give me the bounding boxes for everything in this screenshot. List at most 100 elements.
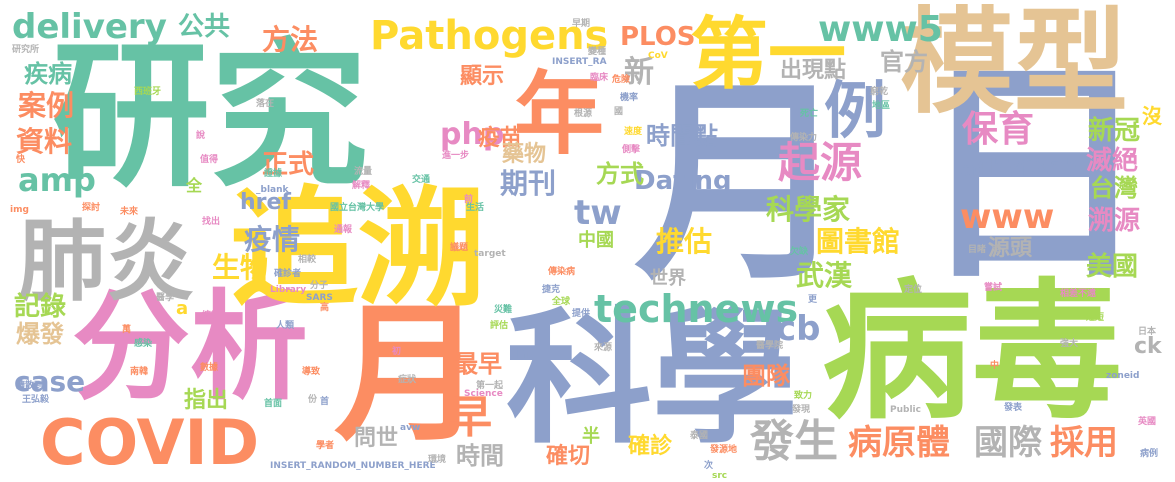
word-cloud-word: case	[14, 365, 86, 398]
word-cloud-word: src	[712, 471, 728, 481]
word-cloud-word: 追溯	[230, 175, 487, 324]
word-cloud-word: 官方	[880, 48, 928, 76]
word-cloud-word: 交通	[412, 175, 431, 185]
word-cloud-word: 更	[808, 295, 818, 305]
word-cloud-word: 發源地	[710, 445, 738, 455]
word-cloud-word: 份	[308, 395, 318, 405]
word-cloud-word: 環境	[428, 455, 447, 465]
word-cloud-word: php	[440, 117, 505, 152]
word-cloud-word: 研究	[52, 25, 368, 209]
word-cloud-word: 採用	[1050, 423, 1118, 463]
word-cloud-word: 死亡	[800, 109, 819, 119]
word-cloud-word: 快	[16, 155, 26, 165]
word-cloud-word: 早	[448, 392, 492, 443]
word-cloud-word: a4b3f35b	[960, 156, 1078, 181]
word-cloud-word: COVID	[40, 406, 260, 479]
word-cloud-word: 醫學院	[756, 341, 784, 351]
word-cloud-word: 中	[990, 361, 1000, 371]
word-cloud-word: 疫苗	[478, 126, 523, 151]
word-cloud-word: 致力	[794, 391, 813, 401]
word-cloud-word: 例	[824, 74, 887, 147]
word-cloud-word: delivery	[12, 7, 167, 47]
word-cloud-word: 時	[992, 245, 1002, 255]
word-cloud-word: 病毒	[822, 266, 1123, 440]
word-cloud-word: 相較	[298, 255, 317, 265]
word-cloud-word: 萬	[122, 325, 132, 335]
word-cloud-word: 指出	[184, 388, 229, 413]
word-cloud-word: tw	[574, 193, 622, 233]
word-cloud-word: 擴散到	[16, 381, 44, 391]
word-cloud-word: 模型	[900, 0, 1129, 129]
word-cloud-word: 起源	[778, 138, 863, 187]
word-cloud-word: 災難	[494, 305, 513, 315]
word-cloud-word: 記錄	[14, 292, 67, 322]
word-cloud-word: INSERT_RANDOM_NUMBER_HERE`	[270, 461, 441, 471]
word-cloud-word: 病原體	[848, 423, 950, 463]
word-cloud-word: 第一起	[476, 381, 504, 391]
word-cloud-word: 發現	[792, 405, 811, 415]
word-cloud-word: 窮乾	[870, 87, 889, 97]
word-cloud-word: 擴散	[202, 311, 221, 321]
word-cloud-word: 推估	[656, 225, 713, 258]
word-cloud-word: avw	[400, 423, 421, 433]
word-cloud-word: Library	[270, 285, 307, 295]
word-cloud-word: 地區	[872, 101, 891, 111]
word-cloud-word: 機率	[620, 93, 639, 103]
word-cloud-word: 全球	[552, 297, 571, 307]
word-cloud-word: 科學家	[766, 193, 851, 226]
word-cloud-word: cb	[776, 309, 821, 349]
word-cloud-word: 定位	[904, 285, 923, 295]
word-cloud-word: 疾病	[24, 60, 72, 88]
word-cloud-word: 強大	[1060, 339, 1079, 349]
word-cloud-word: PLOS	[620, 22, 696, 52]
word-cloud-word: 找出	[202, 217, 221, 227]
word-cloud-word: 日本	[1138, 327, 1157, 337]
word-cloud-word: 新冠	[1088, 116, 1141, 146]
word-cloud-word: 捷克	[542, 285, 561, 295]
word-cloud-word: a	[176, 298, 189, 319]
word-cloud-word: _blank	[256, 185, 289, 195]
word-cloud-word: 感染	[134, 339, 153, 349]
word-cloud-word: 次	[704, 461, 714, 471]
word-cloud-word: 月	[334, 288, 485, 462]
word-cloud-word: 半	[582, 426, 600, 447]
word-cloud-word: 爆發	[16, 320, 64, 348]
word-cloud-word: 公共	[178, 12, 231, 42]
word-cloud-word: amp	[18, 161, 96, 199]
word-cloud-word: target	[474, 249, 506, 259]
word-cloud-word: www5	[818, 9, 943, 50]
word-cloud-word: 學者	[316, 441, 335, 451]
word-cloud-word: 最早	[454, 350, 502, 378]
word-cloud-word: 發表	[1004, 403, 1023, 413]
word-cloud-word: Science	[464, 389, 503, 399]
word-cloud-word: 短短	[1086, 313, 1105, 323]
word-cloud-word: n	[516, 342, 529, 363]
word-cloud-word: 第一	[690, 10, 847, 100]
word-cloud-word: 問世	[354, 426, 399, 451]
word-cloud-word: 藥物	[502, 142, 547, 167]
word-cloud-word: 正式	[262, 150, 315, 180]
word-cloud-word: 危險	[612, 75, 631, 85]
word-cloud-word: 研究所	[12, 45, 40, 55]
word-cloud-word: 西班牙	[134, 87, 162, 97]
word-cloud-word: 變種	[588, 47, 607, 57]
word-cloud-word: 時間點	[646, 122, 718, 150]
word-cloud-word: 武漢	[796, 259, 853, 292]
word-cloud-word: 值得	[200, 155, 219, 165]
word-cloud-word: 圖書館	[816, 225, 901, 258]
word-cloud-word: 全	[186, 176, 203, 195]
word-cloud-word: 首	[320, 397, 330, 407]
word-cloud-word: www	[960, 197, 1055, 237]
word-cloud-word: 科學	[506, 294, 798, 464]
word-cloud-word: 月	[634, 58, 849, 309]
word-cloud-word: 來源	[594, 343, 613, 353]
word-cloud-word: 時間	[456, 442, 504, 470]
word-cloud-word: 早期	[572, 19, 591, 29]
word-cloud-word: 疫情	[244, 223, 301, 256]
word-cloud-word: zoneid	[1106, 371, 1140, 381]
word-cloud-word: 症狀	[398, 375, 417, 385]
word-cloud-word: 台灣	[1090, 174, 1138, 202]
word-cloud-word: 滅絕	[1086, 146, 1139, 176]
word-cloud-word: 案例	[18, 89, 75, 122]
